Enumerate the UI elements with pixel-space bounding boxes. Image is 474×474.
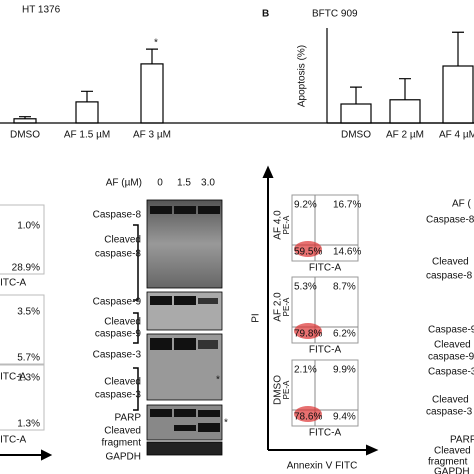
y-axis-label: Apoptosis (%) [297, 45, 308, 107]
bar [75, 101, 99, 124]
blot-label: Caspase-9 [93, 297, 142, 308]
bar [442, 65, 474, 124]
axis-label: PE-A [282, 380, 291, 399]
x-tick-label: DMSO [341, 130, 371, 141]
bar [13, 118, 37, 124]
x-tick-label: AF 3 µM [133, 130, 171, 141]
axis-label: FITC-A [309, 263, 342, 274]
percentage: 28.9% [12, 263, 40, 274]
error-bar [399, 78, 411, 100]
blot-label: GAPDH [105, 452, 141, 463]
percentage: 3.5% [17, 307, 40, 318]
percentage: 79.8% [294, 329, 322, 340]
lane-label: 3.0 [201, 178, 215, 189]
percentage: 16.7% [333, 200, 361, 211]
condition: DMSO [273, 375, 284, 405]
blot-label: GAPDH [434, 467, 470, 474]
percentage: 1.3% [17, 373, 40, 384]
blot-label: Caspase-8 [426, 215, 474, 226]
blot-images [146, 199, 223, 456]
percentage: 78.6% [294, 412, 322, 423]
percentage: 5.7% [17, 353, 40, 364]
blot-label: Cleaved [432, 257, 469, 268]
percentage: 59.5% [294, 247, 322, 258]
percentage: 1.0% [17, 221, 40, 232]
blot-label: Caspase-9 [428, 325, 474, 336]
blot-label: caspase-3 [95, 390, 142, 401]
x-tick-label: DMSO [10, 130, 40, 141]
flow-plot [0, 364, 45, 431]
axes-arrows [0, 165, 379, 461]
blot-label: Caspase-3 [93, 350, 142, 361]
error-bar [350, 86, 362, 104]
blot-label: fragment [428, 457, 468, 468]
axis-title: PI [251, 313, 262, 322]
blot-label: Cleaved [434, 446, 471, 457]
axis-label: PE-A [282, 297, 291, 316]
percentage: 6.2% [333, 329, 356, 340]
blot-label: Cleaved [434, 340, 471, 351]
flow-plot [0, 204, 45, 275]
axis-title: Annexin V FITC [287, 461, 358, 472]
blot-label: caspase-9 [95, 329, 142, 340]
blot-label: caspase-8 [95, 249, 142, 260]
asterisk: * [216, 375, 220, 386]
cell-cloud [294, 323, 322, 339]
condition: AF 4.0 [273, 210, 284, 240]
cell-cloud [294, 406, 322, 422]
blot-label: caspase-3 [426, 407, 473, 418]
error-bar [452, 31, 464, 66]
error-bar [81, 90, 93, 102]
chart-title: BFTC 909 [312, 9, 358, 20]
percentage: 8.7% [333, 282, 356, 293]
axis-label: FITC-A [0, 435, 27, 446]
axis-label: FITC-A [309, 428, 342, 439]
axis-label: PE-A [282, 215, 291, 234]
blot-label: Cleaved [432, 395, 469, 406]
brackets [133, 224, 139, 411]
percentage: 9.4% [333, 412, 356, 423]
chart-title: HT 1376 [22, 5, 61, 16]
x-tick-label: AF 2 µM [386, 130, 424, 141]
blot-label: Cleaved [104, 377, 141, 388]
percentage: 14.6% [333, 247, 361, 258]
blot-label: Caspase-3 [428, 367, 474, 378]
blot-label: Cleaved [104, 317, 141, 328]
cell-cloud [294, 241, 322, 257]
blot-header: AF (µM) [106, 178, 142, 189]
x-tick-label: AF 4 µM [439, 130, 474, 141]
blot-label: Cleaved [104, 235, 141, 246]
percentage: 5.3% [294, 282, 317, 293]
error-bar [146, 48, 158, 64]
flow-plot [0, 294, 45, 365]
condition: AF 2.0 [273, 292, 284, 322]
lane-label: 0 [157, 178, 163, 189]
axis-label: FITC-A [309, 345, 342, 356]
blot-label: Caspase-8 [93, 210, 142, 221]
lane-label: 1.5 [177, 178, 191, 189]
x-tick-label: AF 1.5 µM [64, 130, 110, 141]
blot-header: AF ( [452, 199, 472, 210]
panel-label: B [262, 9, 269, 20]
percentage: 9.9% [333, 365, 356, 376]
blot-label: caspase-9 [428, 352, 474, 363]
blot-label: PARP [450, 435, 474, 446]
blot-label: PARP [115, 413, 142, 424]
axis-label: FITC-A [0, 278, 27, 289]
blot-label: fragment [102, 438, 142, 449]
percentage: 1.3% [17, 419, 40, 430]
bar [389, 99, 421, 124]
asterisk: * [224, 418, 228, 429]
blot-label: caspase-8 [426, 271, 473, 282]
axis-label: FITC-A [0, 372, 27, 383]
percentage: 2.1% [294, 365, 317, 376]
blot-label: Cleaved [104, 426, 141, 437]
bar [340, 103, 372, 124]
error-bar [19, 116, 31, 119]
bar [140, 63, 164, 124]
percentage: 9.2% [294, 200, 317, 211]
significance: * [154, 38, 158, 49]
